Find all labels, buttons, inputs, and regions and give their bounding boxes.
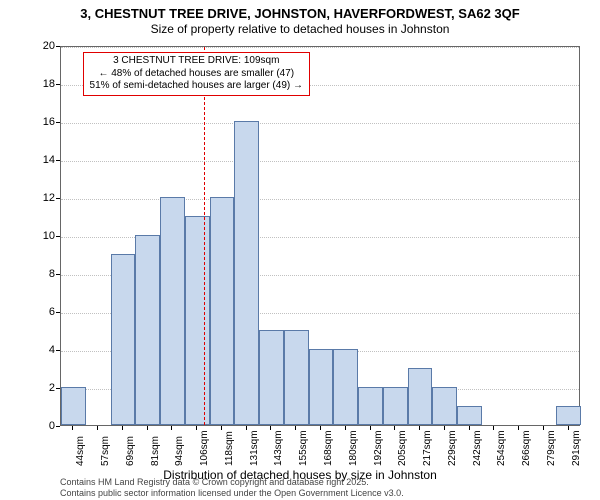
x-tick-mark bbox=[394, 426, 395, 430]
callout-box: 3 CHESTNUT TREE DRIVE: 109sqm ← 48% of d… bbox=[83, 52, 310, 96]
y-tick-label: 2 bbox=[25, 382, 55, 394]
x-tick-label: 81sqm bbox=[150, 436, 161, 466]
x-tick-mark bbox=[196, 426, 197, 430]
x-tick-mark bbox=[345, 426, 346, 430]
histogram-bar bbox=[408, 368, 433, 425]
x-tick-mark bbox=[270, 426, 271, 430]
x-tick-label: 94sqm bbox=[174, 436, 185, 466]
y-tick-label: 14 bbox=[25, 154, 55, 166]
x-tick-label: 143sqm bbox=[273, 430, 284, 466]
histogram-bar bbox=[210, 197, 235, 425]
y-tick-label: 20 bbox=[25, 40, 55, 52]
chart-title: 3, CHESTNUT TREE DRIVE, JOHNSTON, HAVERF… bbox=[0, 6, 600, 21]
x-tick-mark bbox=[122, 426, 123, 430]
y-tick-label: 16 bbox=[25, 116, 55, 128]
x-tick-mark bbox=[147, 426, 148, 430]
y-tick-mark bbox=[56, 236, 60, 237]
x-tick-label: 118sqm bbox=[224, 431, 235, 466]
x-tick-label: 192sqm bbox=[373, 430, 384, 466]
x-tick-mark bbox=[221, 426, 222, 430]
histogram-bar bbox=[383, 387, 408, 425]
histogram-bar bbox=[259, 330, 284, 425]
histogram-bar bbox=[432, 387, 457, 425]
y-tick-label: 10 bbox=[25, 230, 55, 242]
x-tick-mark bbox=[469, 426, 470, 430]
x-tick-label: 266sqm bbox=[521, 430, 532, 466]
x-tick-label: 279sqm bbox=[546, 430, 557, 466]
x-tick-mark bbox=[72, 426, 73, 430]
x-tick-label: 291sqm bbox=[571, 430, 582, 466]
histogram-bar bbox=[309, 349, 334, 425]
x-tick-mark bbox=[171, 426, 172, 430]
y-tick-mark bbox=[56, 312, 60, 313]
y-tick-mark bbox=[56, 350, 60, 351]
x-tick-label: 254sqm bbox=[496, 430, 507, 466]
gridline bbox=[61, 47, 579, 48]
histogram-bar bbox=[358, 387, 383, 425]
y-tick-label: 0 bbox=[25, 420, 55, 432]
y-tick-mark bbox=[56, 122, 60, 123]
x-tick-label: 106sqm bbox=[199, 430, 210, 466]
x-tick-mark bbox=[295, 426, 296, 430]
histogram-bar bbox=[61, 387, 86, 425]
x-tick-mark bbox=[493, 426, 494, 430]
y-tick-mark bbox=[56, 46, 60, 47]
y-tick-label: 6 bbox=[25, 306, 55, 318]
x-tick-label: 242sqm bbox=[472, 430, 483, 466]
x-tick-mark bbox=[246, 426, 247, 430]
y-tick-label: 4 bbox=[25, 344, 55, 356]
x-tick-label: 229sqm bbox=[447, 430, 458, 466]
histogram-bar bbox=[333, 349, 358, 425]
chart-container: 3, CHESTNUT TREE DRIVE, JOHNSTON, HAVERF… bbox=[0, 0, 600, 500]
histogram-bar bbox=[457, 406, 482, 425]
x-tick-mark bbox=[419, 426, 420, 430]
x-tick-mark bbox=[568, 426, 569, 430]
y-tick-label: 8 bbox=[25, 268, 55, 280]
x-tick-label: 180sqm bbox=[348, 430, 359, 466]
plot-area bbox=[60, 46, 580, 426]
histogram-bar bbox=[160, 197, 185, 425]
y-tick-label: 18 bbox=[25, 78, 55, 90]
x-tick-label: 217sqm bbox=[422, 430, 433, 466]
footer-text: Contains HM Land Registry data © Crown c… bbox=[60, 477, 404, 498]
y-tick-mark bbox=[56, 388, 60, 389]
y-tick-mark bbox=[56, 426, 60, 427]
histogram-bar bbox=[135, 235, 160, 425]
x-tick-label: 69sqm bbox=[125, 436, 136, 466]
y-tick-mark bbox=[56, 84, 60, 85]
callout-line2: ← 48% of detached houses are smaller (47… bbox=[90, 68, 303, 81]
x-tick-label: 168sqm bbox=[323, 430, 334, 466]
gridline bbox=[61, 161, 579, 162]
x-tick-mark bbox=[518, 426, 519, 430]
y-tick-mark bbox=[56, 160, 60, 161]
callout-line1: 3 CHESTNUT TREE DRIVE: 109sqm bbox=[90, 55, 303, 68]
gridline bbox=[61, 199, 579, 200]
footer-line2: Contains public sector information licen… bbox=[60, 488, 404, 498]
y-tick-mark bbox=[56, 198, 60, 199]
x-tick-mark bbox=[320, 426, 321, 430]
gridline bbox=[61, 123, 579, 124]
x-tick-label: 57sqm bbox=[100, 436, 111, 466]
callout-line3: 51% of semi-detached houses are larger (… bbox=[90, 80, 303, 93]
histogram-bar bbox=[556, 406, 581, 425]
y-tick-mark bbox=[56, 274, 60, 275]
histogram-bar bbox=[185, 216, 210, 425]
footer-line1: Contains HM Land Registry data © Crown c… bbox=[60, 477, 404, 487]
x-tick-label: 44sqm bbox=[75, 436, 86, 466]
x-tick-mark bbox=[97, 426, 98, 430]
x-tick-mark bbox=[543, 426, 544, 430]
chart-subtitle: Size of property relative to detached ho… bbox=[0, 22, 600, 36]
histogram-bar bbox=[234, 121, 259, 425]
reference-line bbox=[204, 47, 205, 425]
histogram-bar bbox=[111, 254, 136, 425]
x-tick-mark bbox=[370, 426, 371, 430]
x-tick-label: 155sqm bbox=[298, 430, 309, 466]
x-tick-mark bbox=[444, 426, 445, 430]
y-tick-label: 12 bbox=[25, 192, 55, 204]
histogram-bar bbox=[284, 330, 309, 425]
x-tick-label: 205sqm bbox=[397, 430, 408, 466]
x-tick-label: 131sqm bbox=[249, 430, 260, 466]
